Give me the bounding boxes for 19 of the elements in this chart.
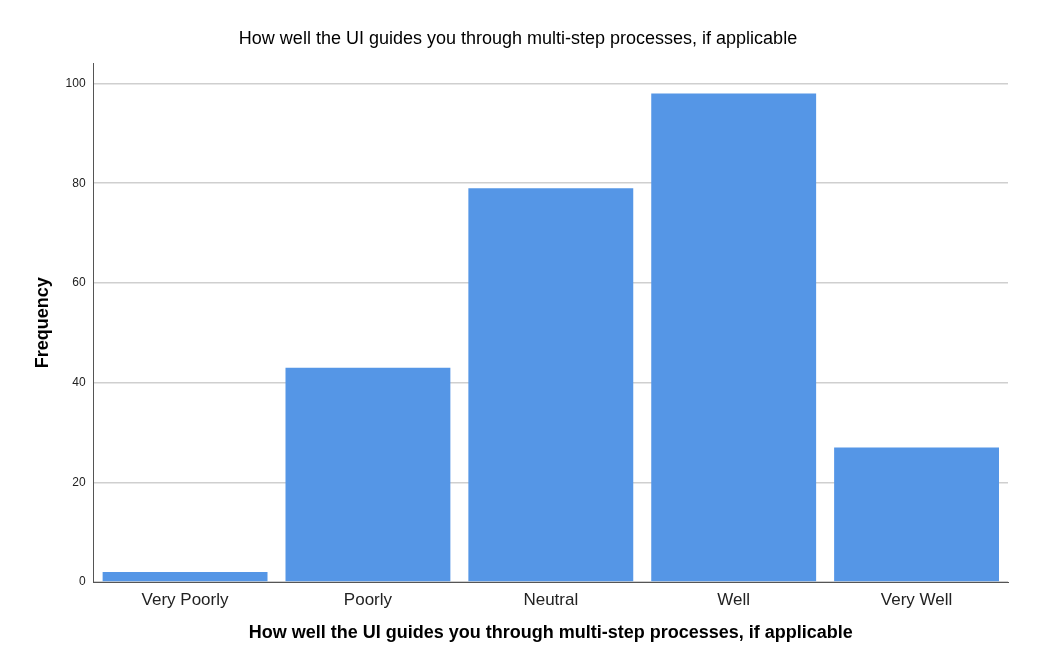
x-tick-label: Very Poorly: [141, 589, 230, 609]
x-tick-label: Poorly: [343, 589, 393, 609]
bar: [102, 572, 268, 582]
x-tick-label: Neutral: [523, 589, 579, 609]
y-tick-label: 40: [72, 374, 86, 389]
x-axis-title: How well the UI guides you through multi-step processes, if applicable: [248, 622, 853, 643]
bar: [651, 93, 817, 582]
y-tick-label: 0: [78, 574, 86, 589]
bar: [468, 188, 634, 582]
x-tick-label: Very Well: [880, 589, 953, 609]
chart-title: How well the UI guides you through multi-step processes, if applicable: [238, 27, 798, 48]
bar: [834, 447, 999, 582]
y-tick-label: 100: [65, 75, 86, 90]
y-axis-title: Frequency: [31, 277, 52, 369]
bar: [285, 367, 451, 582]
y-tick-label: 20: [72, 474, 86, 489]
y-tick-label: 80: [72, 175, 86, 190]
x-tick-label: Well: [717, 589, 751, 609]
y-tick-label: 60: [72, 275, 86, 290]
